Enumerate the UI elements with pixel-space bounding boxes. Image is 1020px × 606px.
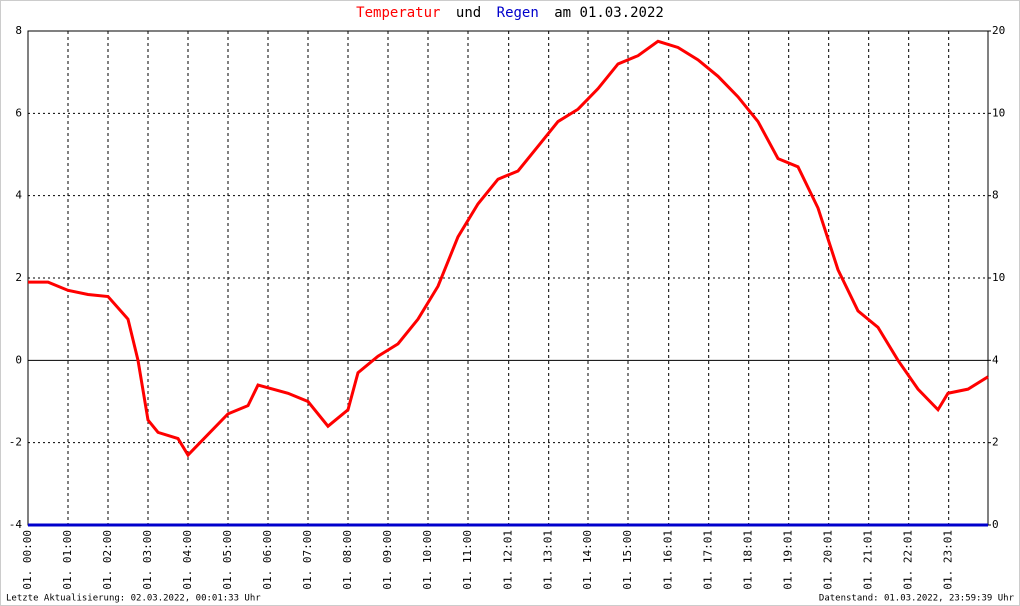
x-tick-label: 01. 19:01 <box>782 530 795 590</box>
x-tick-label: 01. 21:01 <box>862 530 875 590</box>
y-tick-label: 0 <box>15 353 22 366</box>
x-tick-label: 01. 12:01 <box>502 530 515 590</box>
y-tick-label: -4 <box>9 518 23 531</box>
x-tick-label: 01. 22:01 <box>902 530 915 590</box>
y2-tick-label: 2 <box>992 436 999 449</box>
y-tick-label: -2 <box>9 436 22 449</box>
x-tick-label: 01. 18:01 <box>742 530 755 590</box>
x-tick-label: 01. 02:00 <box>101 530 114 590</box>
x-tick-label: 01. 08:00 <box>341 530 354 590</box>
x-tick-label: 01. 07:00 <box>301 530 314 590</box>
x-tick-label: 01. 15:00 <box>621 530 634 590</box>
x-tick-label: 01. 13:01 <box>542 530 555 590</box>
footer-right: Datenstand: 01.03.2022, 23:59:39 Uhr <box>819 594 1015 604</box>
y2-tick-label: 10 <box>992 271 1005 284</box>
x-tick-label: 01. 06:00 <box>261 530 274 590</box>
title-suffix: am 01.03.2022 <box>554 5 664 21</box>
x-tick-label: 01. 10:00 <box>421 530 434 590</box>
x-tick-label: 01. 09:00 <box>381 530 394 590</box>
footer-left: Letzte Aktualisierung: 02.03.2022, 00:01… <box>6 594 261 604</box>
x-tick-label: 01. 03:00 <box>141 530 154 590</box>
x-tick-label: 01. 11:00 <box>461 530 474 590</box>
title-series-1: Temperatur <box>356 5 440 21</box>
x-tick-label: 01. 23:01 <box>942 530 955 590</box>
y2-tick-label: 10 <box>992 106 1005 119</box>
y2-tick-label: 4 <box>992 353 999 366</box>
y-tick-label: 2 <box>15 271 22 284</box>
y2-tick-label: 0 <box>992 518 999 531</box>
chart-title: Temperatur und Regen am 01.03.2022 <box>356 5 664 21</box>
y-tick-label: 6 <box>15 106 22 119</box>
x-tick-label: 01. 00:00 <box>21 530 34 590</box>
y-tick-label: 4 <box>15 189 22 202</box>
title-series-2: Regen <box>497 5 539 21</box>
title-connector: und <box>456 5 481 21</box>
x-tick-label: 01. 04:00 <box>181 530 194 590</box>
x-tick-label: 01. 17:01 <box>702 530 715 590</box>
y2-tick-label: 8 <box>992 189 999 202</box>
y2-tick-label: 20 <box>992 24 1005 37</box>
series-line <box>28 39 989 458</box>
x-tick-label: 01. 01:00 <box>61 530 74 590</box>
x-tick-label: 01. 05:00 <box>221 530 234 590</box>
y-tick-label: 8 <box>15 24 22 37</box>
x-tick-label: 01. 20:01 <box>822 530 835 590</box>
x-tick-label: 01. 16:01 <box>662 530 675 590</box>
x-tick-label: 01. 14:00 <box>581 530 594 590</box>
